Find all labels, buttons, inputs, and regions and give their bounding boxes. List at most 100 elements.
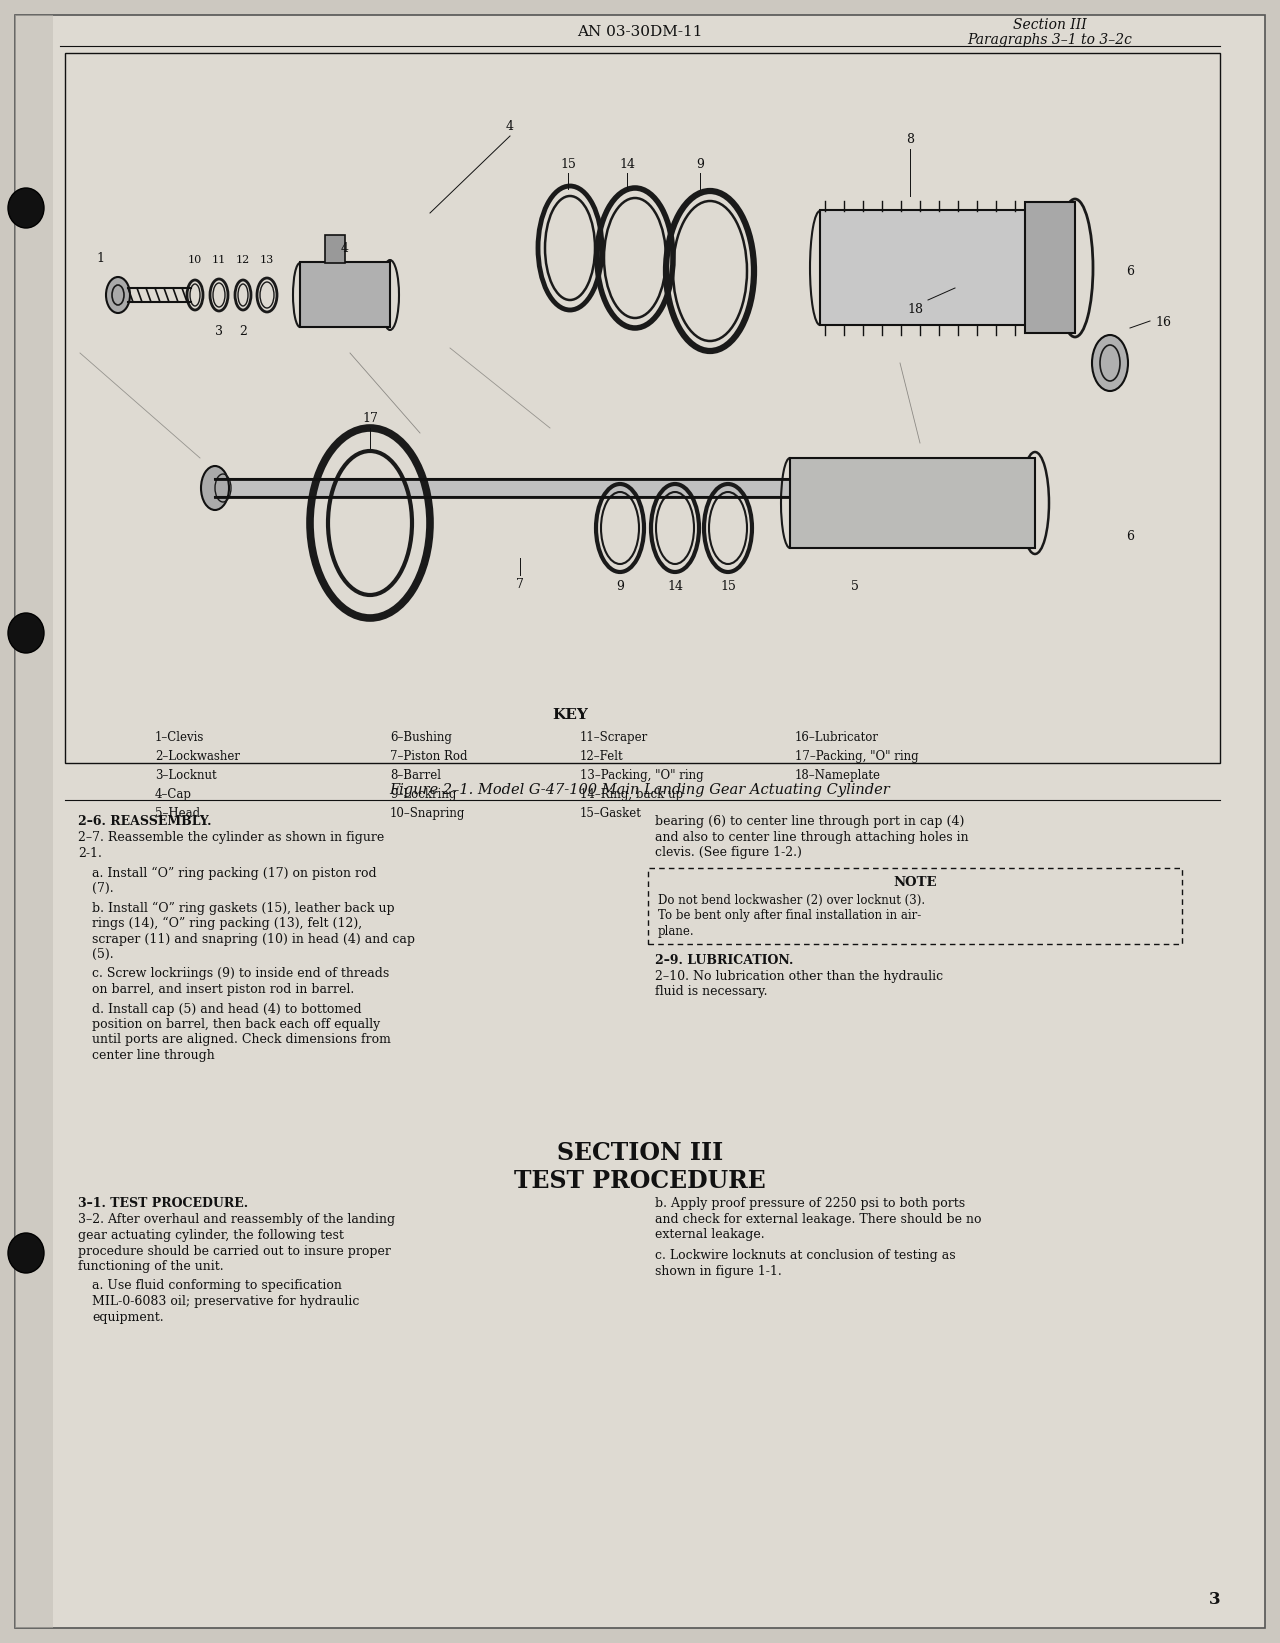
Text: d. Install cap (5) and head (4) to bottomed: d. Install cap (5) and head (4) to botto… <box>92 1002 362 1015</box>
Text: Figure 2–1. Model G-47-100 Main Landing Gear Actuating Cylinder: Figure 2–1. Model G-47-100 Main Landing … <box>389 784 891 797</box>
Text: c. Screw lockriings (9) to inside end of threads: c. Screw lockriings (9) to inside end of… <box>92 968 389 981</box>
Text: a. Install “O” ring packing (17) on piston rod: a. Install “O” ring packing (17) on pist… <box>92 866 376 879</box>
Text: Section III: Section III <box>1014 18 1087 31</box>
Text: 18: 18 <box>908 302 923 315</box>
Text: 6–Bushing: 6–Bushing <box>390 731 452 744</box>
Text: shown in figure 1-1.: shown in figure 1-1. <box>655 1265 782 1278</box>
Text: 6: 6 <box>1126 531 1134 542</box>
Text: a. Use fluid conforming to specification: a. Use fluid conforming to specification <box>92 1280 342 1293</box>
Text: 8–Barrel: 8–Barrel <box>390 769 442 782</box>
Text: AN 03-30DM-11: AN 03-30DM-11 <box>577 25 703 39</box>
Text: (7).: (7). <box>92 882 114 895</box>
Text: 15–Gasket: 15–Gasket <box>580 807 641 820</box>
Bar <box>1025 202 1075 334</box>
Bar <box>215 480 1020 496</box>
Text: TEST PROCEDURE: TEST PROCEDURE <box>515 1170 765 1193</box>
Text: 16: 16 <box>1155 317 1171 330</box>
Text: 2–Lockwasher: 2–Lockwasher <box>155 749 241 762</box>
Text: NOTE: NOTE <box>893 876 937 889</box>
Ellipse shape <box>8 613 44 652</box>
Bar <box>300 261 390 327</box>
Text: 12–Felt: 12–Felt <box>580 749 623 762</box>
Text: until ports are aligned. Check dimensions from: until ports are aligned. Check dimension… <box>92 1033 390 1047</box>
Text: 9: 9 <box>696 158 704 171</box>
Text: 12: 12 <box>236 255 250 265</box>
Text: 1–Clevis: 1–Clevis <box>155 731 205 744</box>
Text: 3–2. After overhaul and reassembly of the landing: 3–2. After overhaul and reassembly of th… <box>78 1214 396 1227</box>
Text: 5: 5 <box>851 580 859 593</box>
Text: To be bent only after final installation in air-: To be bent only after final installation… <box>658 910 922 922</box>
Ellipse shape <box>8 1232 44 1273</box>
Text: 13–Packing, "O" ring: 13–Packing, "O" ring <box>580 769 704 782</box>
Text: fluid is necessary.: fluid is necessary. <box>655 986 768 999</box>
Text: 17–Packing, "O" ring: 17–Packing, "O" ring <box>795 749 919 762</box>
Text: 6: 6 <box>1126 265 1134 278</box>
Text: KEY: KEY <box>552 708 588 721</box>
Text: 11: 11 <box>212 255 227 265</box>
Text: 3–1. TEST PROCEDURE.: 3–1. TEST PROCEDURE. <box>78 1198 248 1209</box>
Text: 4: 4 <box>506 120 515 133</box>
Text: 8: 8 <box>906 133 914 146</box>
Text: 15: 15 <box>561 158 576 171</box>
Text: (5).: (5). <box>92 948 114 961</box>
Text: gear actuating cylinder, the following test: gear actuating cylinder, the following t… <box>78 1229 344 1242</box>
Text: 14: 14 <box>667 580 684 593</box>
Text: 7–Piston Rod: 7–Piston Rod <box>390 749 467 762</box>
Text: 5–Head: 5–Head <box>155 807 200 820</box>
Text: external leakage.: external leakage. <box>655 1227 764 1240</box>
Text: scraper (11) and snapring (10) in head (4) and cap: scraper (11) and snapring (10) in head (… <box>92 933 415 945</box>
Text: 3: 3 <box>215 325 223 338</box>
Text: MIL-0-6083 oil; preservative for hydraulic: MIL-0-6083 oil; preservative for hydraul… <box>92 1295 360 1308</box>
Text: 14: 14 <box>620 158 635 171</box>
Text: 4: 4 <box>340 242 349 255</box>
Text: position on barrel, then back each off equally: position on barrel, then back each off e… <box>92 1019 380 1032</box>
Text: 2–7. Reassemble the cylinder as shown in figure: 2–7. Reassemble the cylinder as shown in… <box>78 831 384 845</box>
Text: 16–Lubricator: 16–Lubricator <box>795 731 879 744</box>
Bar <box>15 15 52 1628</box>
Text: b. Apply proof pressure of 2250 psi to both ports: b. Apply proof pressure of 2250 psi to b… <box>655 1198 965 1209</box>
Text: 14–Ring, back up: 14–Ring, back up <box>580 789 684 802</box>
Text: bearing (6) to center line through port in cap (4): bearing (6) to center line through port … <box>655 815 964 828</box>
Text: on barrel, and insert piston rod in barrel.: on barrel, and insert piston rod in barr… <box>92 983 355 996</box>
Text: Paragraphs 3–1 to 3–2c: Paragraphs 3–1 to 3–2c <box>968 33 1133 48</box>
Text: and check for external leakage. There should be no: and check for external leakage. There sh… <box>655 1213 982 1226</box>
Text: 3: 3 <box>1210 1590 1221 1608</box>
Bar <box>820 210 1050 325</box>
Text: c. Lockwire locknuts at conclusion of testing as: c. Lockwire locknuts at conclusion of te… <box>655 1249 956 1262</box>
Ellipse shape <box>1092 335 1128 391</box>
Text: 11–Scraper: 11–Scraper <box>580 731 648 744</box>
Text: equipment.: equipment. <box>92 1311 164 1324</box>
Text: 13: 13 <box>260 255 274 265</box>
Text: Do not bend lockwasher (2) over locknut (3).: Do not bend lockwasher (2) over locknut … <box>658 894 925 907</box>
Text: 2–6. REASSEMBLY.: 2–6. REASSEMBLY. <box>78 815 211 828</box>
Text: rings (14), “O” ring packing (13), felt (12),: rings (14), “O” ring packing (13), felt … <box>92 917 362 930</box>
Ellipse shape <box>106 278 131 314</box>
Text: 10: 10 <box>188 255 202 265</box>
Text: and also to center line through attaching holes in: and also to center line through attachin… <box>655 830 969 843</box>
Text: 4–Cap: 4–Cap <box>155 789 192 802</box>
Text: 10–Snapring: 10–Snapring <box>390 807 466 820</box>
Text: 15: 15 <box>721 580 736 593</box>
Text: 17: 17 <box>362 412 378 426</box>
Ellipse shape <box>201 467 229 509</box>
Bar <box>790 458 1036 549</box>
Text: b. Install “O” ring gaskets (15), leather back up: b. Install “O” ring gaskets (15), leathe… <box>92 902 394 915</box>
Text: clevis. (See figure 1-2.): clevis. (See figure 1-2.) <box>655 846 801 859</box>
Text: 2-1.: 2-1. <box>78 848 102 859</box>
Text: 1: 1 <box>96 251 104 265</box>
Text: functioning of the unit.: functioning of the unit. <box>78 1260 224 1273</box>
Text: 7: 7 <box>516 578 524 591</box>
Text: 2–9. LUBRICATION.: 2–9. LUBRICATION. <box>655 953 794 966</box>
Text: 9–Lockring: 9–Lockring <box>390 789 457 802</box>
Text: 9: 9 <box>616 580 623 593</box>
Text: SECTION III: SECTION III <box>557 1140 723 1165</box>
Text: 3–Locknut: 3–Locknut <box>155 769 216 782</box>
Text: 2–10. No lubrication other than the hydraulic: 2–10. No lubrication other than the hydr… <box>655 969 943 983</box>
Text: 2: 2 <box>239 325 247 338</box>
Text: procedure should be carried out to insure proper: procedure should be carried out to insur… <box>78 1244 390 1257</box>
Ellipse shape <box>8 187 44 228</box>
Text: center line through: center line through <box>92 1048 215 1061</box>
Text: 18–Nameplate: 18–Nameplate <box>795 769 881 782</box>
Bar <box>65 53 1220 762</box>
Text: plane.: plane. <box>658 925 695 938</box>
